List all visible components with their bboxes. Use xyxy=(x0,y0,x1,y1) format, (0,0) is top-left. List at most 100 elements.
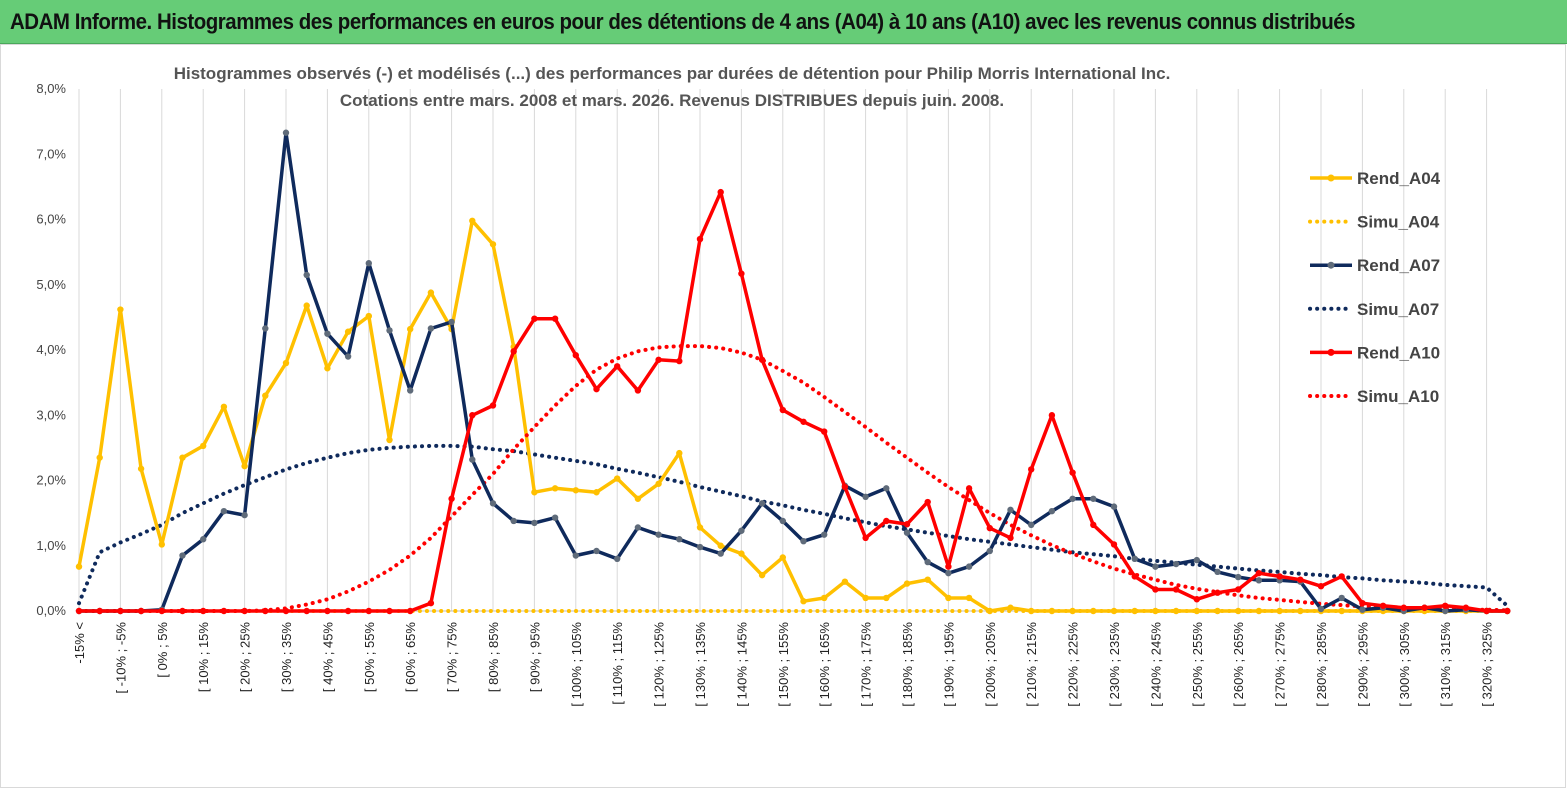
point-rend-a04 xyxy=(1235,607,1242,615)
point-rend-a10 xyxy=(427,599,435,607)
line-rend-a04 xyxy=(77,219,1508,613)
line-rend-a07 xyxy=(79,130,1508,613)
point-rend-a04 xyxy=(1276,607,1283,615)
point-rend-a07 xyxy=(738,527,745,534)
point-rend-a10 xyxy=(883,517,890,525)
series-simu-a07 xyxy=(77,443,1510,608)
point-rend-a07 xyxy=(551,514,559,521)
point-rend-a07 xyxy=(1110,503,1118,510)
point-rend-a10 xyxy=(738,270,745,277)
point-rend-a07 xyxy=(779,517,786,525)
point-rend-a04 xyxy=(158,541,165,548)
series-rend-a07 xyxy=(75,129,1511,615)
x-tick-label: [ 240% ; 245% xyxy=(1148,622,1163,707)
point-rend-a07 xyxy=(1069,495,1076,502)
grid xyxy=(78,89,1508,612)
point-rend-a10 xyxy=(1131,573,1138,580)
report-title: ADAM Informe. Histogrammes des performan… xyxy=(10,9,1356,34)
point-rend-a10 xyxy=(324,607,331,615)
point-rend-a10 xyxy=(1338,573,1345,580)
point-rend-a10 xyxy=(1110,541,1118,548)
legend-label: Rend_A07 xyxy=(1357,256,1440,275)
legend-label: Simu_A07 xyxy=(1357,300,1439,319)
point-rend-a10 xyxy=(1048,412,1056,419)
point-rend-a04 xyxy=(758,571,766,579)
point-rend-a07 xyxy=(344,353,352,360)
series-rend-a04 xyxy=(75,217,1511,615)
chart-title-line2: Cotations entre mars. 2008 et mars. 2026… xyxy=(340,91,1004,110)
point-rend-a10 xyxy=(344,607,352,615)
point-rend-a07 xyxy=(1007,506,1014,514)
point-rend-a07 xyxy=(883,485,890,492)
x-tick-label: [ 50% ; 55% xyxy=(362,622,377,693)
point-rend-a07 xyxy=(572,552,579,559)
point-rend-a07 xyxy=(1193,556,1201,564)
x-tick-label: [ 90% ; 95% xyxy=(527,622,542,693)
point-rend-a07 xyxy=(1255,577,1263,584)
point-rend-a04 xyxy=(531,489,538,496)
point-rend-a10 xyxy=(241,607,248,615)
y-tick-label: 3,0% xyxy=(36,407,66,422)
point-rend-a10 xyxy=(1483,607,1490,615)
point-rend-a07 xyxy=(531,519,538,527)
point-rend-a10 xyxy=(137,607,145,615)
point-rend-a10 xyxy=(1317,583,1325,590)
x-tick-label: [ 190% ; 195% xyxy=(941,622,956,707)
point-rend-a04 xyxy=(696,524,704,531)
x-tick-label: [ 220% ; 225% xyxy=(1066,622,1081,707)
point-rend-a10 xyxy=(1379,602,1387,609)
point-rend-a07 xyxy=(758,500,766,507)
point-rend-a04 xyxy=(407,325,414,333)
y-tick-label: 7,0% xyxy=(36,146,66,161)
legend-marker xyxy=(1327,348,1335,356)
point-rend-a04 xyxy=(1028,607,1035,615)
point-rend-a10 xyxy=(965,485,973,492)
point-rend-a10 xyxy=(448,495,455,502)
point-rend-a04 xyxy=(262,392,269,399)
x-tick-label: [ 0% ; 5% xyxy=(155,622,170,678)
point-rend-a07 xyxy=(1214,568,1221,576)
point-rend-a04 xyxy=(344,328,352,335)
series-rend-a10 xyxy=(75,188,1511,615)
point-rend-a04 xyxy=(1297,607,1304,615)
point-rend-a10 xyxy=(303,607,310,615)
point-rend-a04 xyxy=(1255,607,1263,615)
point-rend-a10 xyxy=(96,607,103,615)
point-rend-a07 xyxy=(386,327,393,334)
point-rend-a04 xyxy=(1048,607,1056,615)
x-tick-label: [ 100% ; 105% xyxy=(569,622,584,707)
point-rend-a10 xyxy=(1172,586,1180,593)
point-rend-a10 xyxy=(117,607,124,615)
point-rend-a10 xyxy=(1090,521,1097,529)
x-axis-ticks: -15% < [ -10% ; -5% [ 0% ; 5% [ 10% ; 15% [ … xyxy=(72,622,1495,707)
point-rend-a04 xyxy=(551,485,559,492)
report-header: ADAM Informe. Histogrammes des performan… xyxy=(0,0,1567,44)
point-rend-a10 xyxy=(614,363,621,370)
legend-marker xyxy=(1327,174,1335,182)
point-rend-a04 xyxy=(220,403,228,410)
point-rend-a07 xyxy=(1338,594,1345,602)
point-rend-a10 xyxy=(407,607,414,615)
legend-item-simu-a04: Simu_A04 xyxy=(1308,213,1440,232)
point-rend-a07 xyxy=(614,555,621,562)
point-rend-a07 xyxy=(1235,573,1242,581)
point-rend-a07 xyxy=(427,325,435,332)
point-rend-a04 xyxy=(96,454,103,461)
point-rend-a04 xyxy=(862,594,869,602)
point-rend-a10 xyxy=(758,356,766,363)
legend-label: Rend_A10 xyxy=(1357,343,1440,362)
point-rend-a07 xyxy=(593,547,600,555)
point-rend-a10 xyxy=(262,607,269,615)
point-rend-a04 xyxy=(1090,607,1097,615)
x-tick-label: [ 170% ; 175% xyxy=(859,622,874,707)
point-rend-a07 xyxy=(200,536,207,543)
point-rend-a04 xyxy=(1193,607,1201,615)
point-rend-a04 xyxy=(676,449,683,457)
point-rend-a07 xyxy=(365,260,372,267)
point-rend-a07 xyxy=(1090,495,1097,502)
series-simu-a10 xyxy=(77,344,1510,613)
x-tick-label: [ 300% ; 305% xyxy=(1397,622,1412,707)
x-tick-label: [ 150% ; 155% xyxy=(776,622,791,707)
legend-item-rend-a10: Rend_A10 xyxy=(1310,343,1440,362)
point-rend-a10 xyxy=(1235,586,1242,593)
